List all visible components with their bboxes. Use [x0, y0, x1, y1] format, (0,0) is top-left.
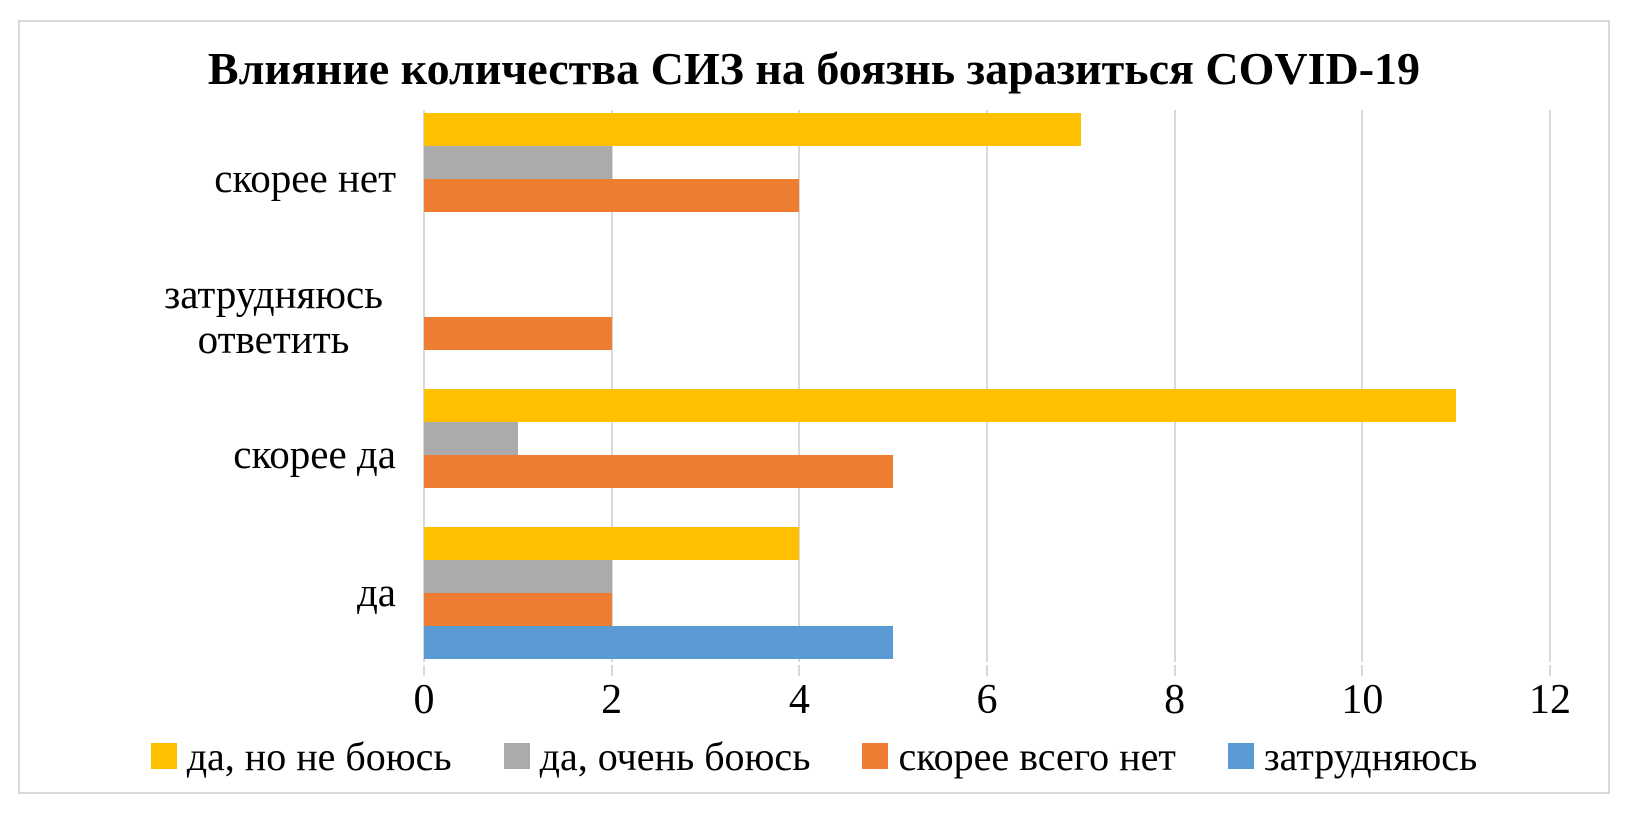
tick-mark — [1549, 665, 1551, 676]
tick-mark — [798, 665, 801, 676]
tick-mark — [423, 665, 425, 676]
bar — [424, 626, 894, 659]
category-label-cell: затрудняюсь ответить — [24, 248, 396, 386]
bar — [424, 560, 612, 593]
gridline — [798, 110, 801, 662]
x-tick-label: 10 — [1341, 677, 1384, 723]
category-label: затрудняюсь ответить — [164, 270, 383, 362]
bar — [424, 422, 518, 455]
x-tick-label: 8 — [1164, 677, 1186, 723]
bar-slot — [424, 317, 1550, 350]
tick-mark — [1173, 665, 1176, 676]
tick-mark — [610, 665, 613, 676]
bar — [424, 146, 612, 179]
gridline — [1173, 110, 1176, 662]
legend-item: затрудняюсь — [1227, 733, 1478, 780]
chart-frame: Влияние количества СИЗ на боязнь заразит… — [18, 20, 1610, 794]
bar-slot — [424, 455, 1550, 488]
category-band — [424, 386, 1550, 524]
gridline — [1549, 110, 1551, 662]
chart-title: Влияние количества СИЗ на боязнь заразит… — [207, 43, 1421, 94]
bar — [424, 113, 1081, 146]
chart-body: скорее нет затрудняюсь ответить скорее да д… — [24, 110, 1571, 723]
gridline — [423, 110, 425, 662]
bar-slot — [424, 422, 1550, 455]
bar-slot — [424, 593, 1550, 626]
bar — [424, 317, 612, 350]
legend: да, но не боюсь да, очень боюсь скорее все… — [20, 730, 1608, 782]
bars-layer — [424, 110, 1550, 662]
gridline — [986, 110, 988, 662]
category-label-cell: скорее да — [24, 386, 396, 524]
bar-slot — [424, 113, 1550, 146]
x-tick-label: 12 — [1529, 677, 1571, 723]
legend-item: да, но не боюсь — [150, 733, 452, 780]
bar-slot — [424, 389, 1550, 422]
plot-area: 0 2 4 6 8 10 12 — [414, 110, 1571, 723]
legend-swatch-icon — [150, 743, 177, 769]
gridline — [1361, 110, 1364, 662]
legend-swatch-icon — [503, 743, 530, 769]
x-tick-label: 6 — [976, 677, 998, 723]
bar — [424, 527, 800, 560]
legend-item: да, очень боюсь — [503, 733, 811, 780]
tick-mark — [986, 665, 988, 676]
bar-slot — [424, 626, 1550, 659]
legend-item: скорее всего нет — [862, 733, 1176, 780]
tick-mark — [1361, 665, 1364, 676]
bar-slot — [424, 488, 1550, 521]
x-tick-label: 0 — [413, 677, 435, 723]
legend-label: затрудняюсь — [1263, 733, 1478, 779]
bar-slot — [424, 284, 1550, 317]
category-band — [424, 110, 1550, 248]
x-tick-label: 2 — [601, 677, 623, 723]
bar — [424, 455, 894, 488]
category-band — [424, 248, 1550, 386]
bar — [424, 593, 612, 626]
bar-slot — [424, 527, 1550, 560]
gridline — [610, 110, 613, 662]
category-label: скорее нет — [214, 155, 396, 202]
category-band — [424, 524, 1550, 662]
bar — [424, 179, 800, 212]
bar-slot — [424, 560, 1550, 593]
legend-label: да, но не боюсь — [186, 733, 452, 779]
legend-swatch-icon — [1227, 743, 1254, 769]
category-label: скорее да — [233, 431, 396, 478]
bar — [424, 389, 1457, 422]
bar-slot — [424, 212, 1550, 245]
bar-slot — [424, 179, 1550, 212]
x-tick-label: 4 — [788, 677, 810, 723]
bar-slot — [424, 251, 1550, 284]
bar-slot — [424, 146, 1550, 179]
category-label: да — [356, 569, 396, 616]
category-label-cell: да — [24, 524, 396, 662]
legend-swatch-icon — [862, 743, 889, 769]
legend-label: да, очень боюсь — [539, 733, 811, 779]
bar-slot — [424, 350, 1550, 383]
category-label-cell: скорее нет — [24, 110, 396, 248]
category-axis: скорее нет затрудняюсь ответить скорее да д… — [24, 110, 424, 662]
x-axis: 0 2 4 6 8 10 12 — [414, 676, 1572, 728]
legend-label: скорее всего нет — [898, 733, 1176, 779]
